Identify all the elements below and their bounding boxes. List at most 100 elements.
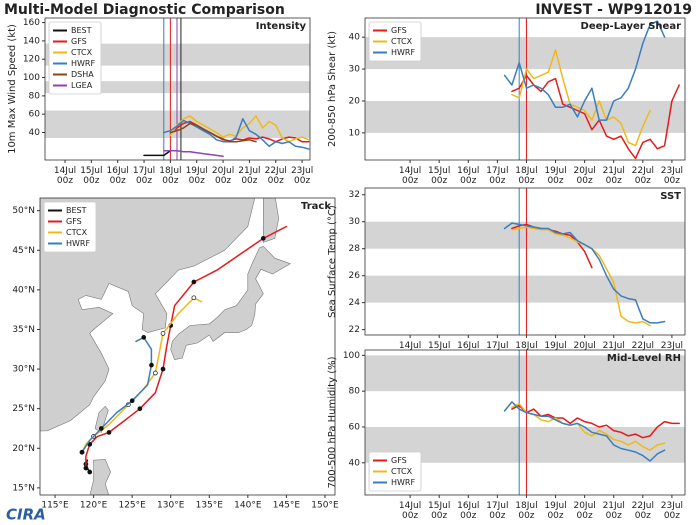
x-tick-label: 130°E [157, 501, 185, 511]
legend-box [48, 21, 102, 95]
y-tick-label: 40 [349, 33, 361, 43]
legend-label: CTCX [66, 228, 88, 237]
y-axis-label: 10m Max Wind Speed (kt) [7, 24, 18, 154]
track-point [98, 426, 104, 431]
series-line [511, 74, 680, 160]
panel-title: Intensity [256, 21, 307, 32]
y-tick-label: 80 [349, 387, 361, 397]
legend-box [368, 451, 422, 492]
plot-area [45, 18, 310, 160]
land [263, 198, 280, 243]
y-axis-label: Sea Surface Temp (°C) [327, 205, 338, 318]
series-line [511, 404, 680, 439]
legend-label: BEST [71, 26, 92, 35]
track-point [160, 331, 166, 336]
plot-frame [364, 187, 686, 336]
track-point [141, 335, 147, 340]
legend-box [43, 201, 97, 253]
legend-label: BEST [66, 206, 87, 215]
plot-frame [39, 197, 336, 496]
track-point [83, 465, 89, 471]
series-line [503, 222, 666, 324]
legend-label: GFS [66, 217, 82, 226]
y-axis-label: 700-500 hPa Humidity (%) [327, 356, 338, 488]
storm-id: INVEST - WP912019 [535, 2, 692, 18]
series-line [169, 115, 310, 143]
legend-label: HWRF [66, 239, 90, 248]
y-tick-label: 26 [349, 271, 361, 281]
y-tick-label: 15°N [12, 483, 35, 493]
x-tick-label: 150°E [311, 501, 339, 511]
category-band [45, 81, 310, 94]
plot-area [365, 188, 685, 335]
y-tick-label: 140 [23, 36, 40, 46]
legend-label: CTCX [391, 467, 413, 476]
y-axis-label: 200-850 hPa Shear (kt) [327, 31, 338, 147]
x-tick-label: 140°E [234, 501, 262, 511]
track-point [87, 469, 93, 475]
plot-area [40, 198, 335, 495]
y-tick-label: 40°N [12, 285, 35, 295]
y-tick-label: 10 [349, 128, 361, 138]
series-line [169, 120, 310, 143]
legend-label: DSHA [71, 70, 94, 79]
series-line [163, 150, 224, 158]
y-tick-label: 30 [349, 217, 361, 227]
y-tick-label: 120 [23, 55, 40, 65]
x-tick-label: 125°E [118, 501, 146, 511]
y-tick-label: 40 [29, 128, 41, 138]
panel-title: Mid-Level RH [607, 353, 681, 364]
legend-label: GFS [391, 26, 407, 35]
legend-label: LGEA [71, 81, 93, 90]
track-point [129, 398, 135, 404]
category-band [45, 43, 310, 66]
series-line [511, 402, 666, 451]
track-point [160, 366, 166, 372]
y-tick-label: 45°N [12, 246, 35, 256]
track-point [106, 430, 112, 435]
y-tick-label: 40 [349, 458, 361, 468]
y-tick-label: 24 [349, 298, 361, 308]
y-tick-label: 28 [349, 244, 361, 254]
track-point [152, 370, 158, 376]
y-tick-label: 60 [29, 110, 41, 120]
legend-box [368, 21, 422, 62]
category-band [365, 100, 685, 133]
legend-label: GFS [71, 37, 87, 46]
series-line [163, 118, 310, 150]
track-point [191, 279, 197, 285]
land [89, 459, 111, 495]
legend-label: GFS [391, 456, 407, 465]
series-line [503, 401, 666, 462]
category-band [365, 275, 685, 303]
legend-label: HWRF [391, 478, 415, 487]
y-tick-label: 160 [23, 18, 40, 28]
track-point [149, 362, 154, 368]
y-tick-label: 50°N [12, 206, 35, 216]
legend-label: CTCX [391, 37, 413, 46]
page-title: Multi-Model Diagnostic Comparison [4, 2, 285, 18]
series-line [85, 225, 288, 469]
y-tick-label: 100 [23, 73, 40, 83]
y-tick-label: 20 [349, 96, 361, 106]
x-tick-label: 120°E [80, 501, 108, 511]
legend-label: CTCX [71, 48, 93, 57]
